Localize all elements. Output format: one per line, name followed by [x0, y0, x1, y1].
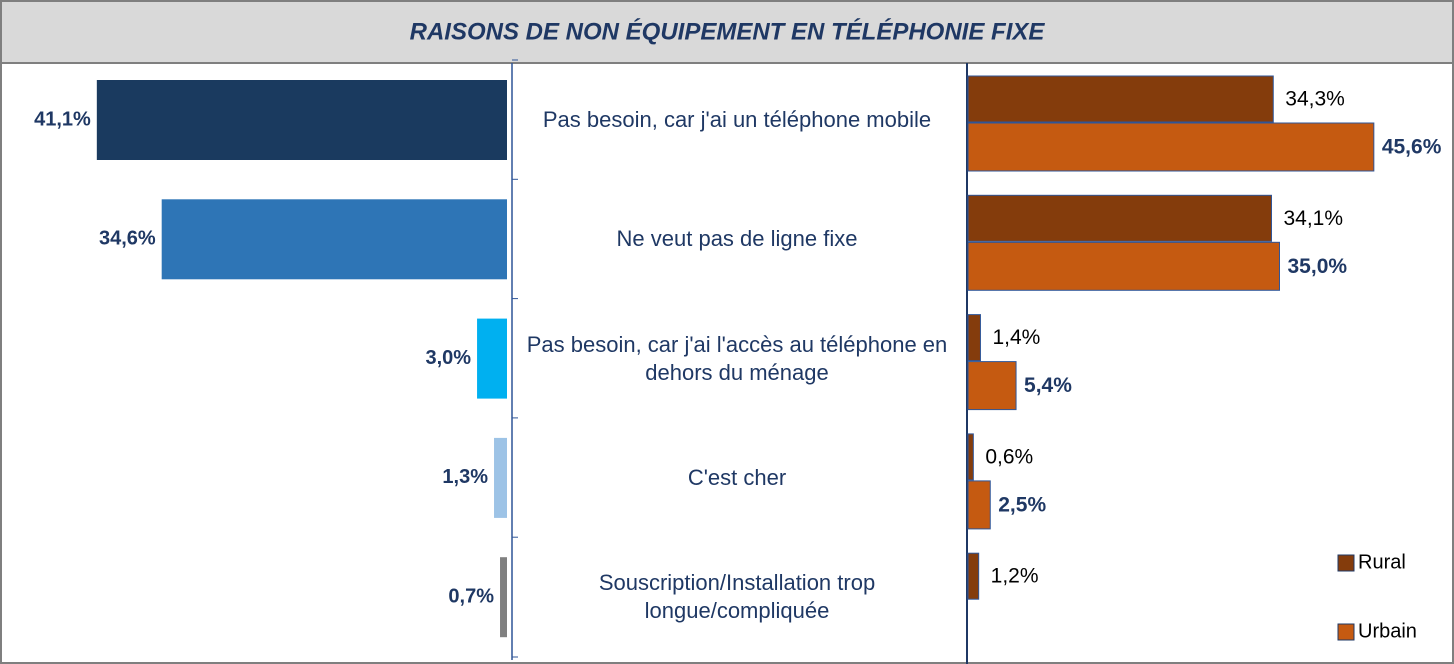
bar: [96, 80, 508, 160]
data-label: 34,3%: [1285, 88, 1345, 111]
bar: [477, 318, 507, 399]
bar: [967, 552, 980, 600]
data-label: 1,4%: [992, 326, 1040, 349]
category-label: Pas besoin, car j'ai l'accès au téléphon…: [526, 331, 948, 385]
legend-label: Rural: [1358, 551, 1406, 573]
data-label: 3,0%: [425, 347, 471, 369]
legend-swatch: [1337, 554, 1355, 572]
bar: [967, 480, 991, 530]
bar: [494, 437, 507, 518]
bar: [967, 241, 1280, 291]
bar: [967, 194, 1272, 242]
data-label: 1,3%: [442, 466, 488, 488]
category-label: Pas besoin, car j'ai un téléphone mobile: [542, 107, 932, 132]
category-label: Souscription/Installation trop longue/co…: [598, 570, 876, 624]
data-label: 1,2%: [991, 565, 1039, 588]
category-label: C'est cher: [687, 464, 787, 490]
data-label: 35,0%: [1288, 255, 1348, 278]
legend-swatch: [1337, 623, 1355, 641]
bar: [161, 199, 507, 280]
data-label: 34,6%: [99, 228, 156, 250]
legend-label: Urbain: [1358, 620, 1417, 642]
bar: [967, 433, 974, 481]
title-bar: [0, 0, 1454, 64]
data-label: 2,5%: [998, 493, 1046, 516]
bar: [967, 314, 981, 362]
bar: [967, 122, 1375, 172]
data-label: 34,1%: [1283, 207, 1343, 230]
data-label: 41,1%: [34, 108, 91, 130]
chart-title: RAISONS DE NON ÉQUIPEMENT EN TÉLÉPHONIE …: [410, 17, 1046, 45]
bar: [500, 557, 507, 638]
bar: [967, 361, 1017, 411]
data-label: 0,6%: [985, 445, 1033, 468]
data-label: 5,4%: [1024, 374, 1072, 397]
category-label: Ne veut pas de ligne fixe: [616, 226, 858, 252]
bar: [967, 75, 1274, 123]
data-label: 45,6%: [1382, 136, 1442, 159]
data-label: 0,7%: [448, 585, 494, 607]
